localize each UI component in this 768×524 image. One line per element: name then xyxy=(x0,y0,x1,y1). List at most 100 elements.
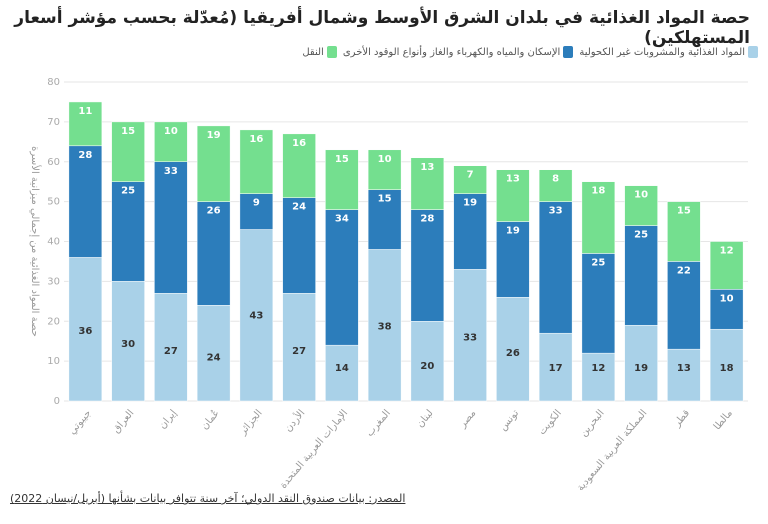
data-label: 17 xyxy=(549,363,563,374)
data-label: 9 xyxy=(253,198,260,209)
data-label: 16 xyxy=(292,138,306,149)
data-label: 13 xyxy=(506,174,520,185)
data-label: 28 xyxy=(78,150,92,161)
bar-segment xyxy=(496,297,530,402)
y-tick-label: 0 xyxy=(54,396,60,407)
bar-segment xyxy=(154,161,188,294)
bar-segment xyxy=(581,352,616,402)
x-tick-label: الجزائر xyxy=(237,408,265,438)
data-label: 10 xyxy=(378,154,392,165)
bar-segment xyxy=(325,344,359,402)
stacked-bar-chart: 0 10 20 30 40 50 60 70 80 حصة المواد الغذائية من … xyxy=(29,77,748,490)
bar-segment xyxy=(667,348,701,402)
x-tick-label: الكويت xyxy=(537,408,564,437)
data-label: 7 xyxy=(467,170,474,181)
legend-item-food[interactable]: المواد الغذائية والمشروبات غير الكحولية xyxy=(579,46,758,58)
bar-segment xyxy=(325,149,359,210)
bar-segment xyxy=(538,332,573,402)
bar-segment xyxy=(282,133,316,198)
bar-segment xyxy=(410,321,445,402)
data-label: 15 xyxy=(335,154,349,165)
bar-segment xyxy=(667,261,701,350)
bar-segment xyxy=(196,201,231,306)
bar-segment xyxy=(68,257,103,402)
y-tick-label: 40 xyxy=(47,237,60,248)
data-label: 33 xyxy=(549,206,563,217)
source-note: المصدر: بيانات صندوق النقد الدولي؛ آخر س… xyxy=(10,492,406,505)
legend-item-transport[interactable]: النقل xyxy=(302,46,337,58)
data-label: 22 xyxy=(677,265,691,276)
data-label: 11 xyxy=(78,106,92,117)
bar-segment xyxy=(453,193,487,270)
bar-segment xyxy=(154,293,188,402)
bar-segment xyxy=(624,185,658,226)
legend-swatch-food xyxy=(748,46,758,58)
data-label: 25 xyxy=(121,186,135,197)
data-label: 24 xyxy=(292,202,306,213)
data-label: 27 xyxy=(292,346,306,357)
data-label: 13 xyxy=(677,363,691,374)
y-axis-label: حصة المواد الغذائية من إجمالي ميزانية ال… xyxy=(29,146,42,337)
data-label: 36 xyxy=(78,326,92,337)
data-label: 25 xyxy=(634,230,648,241)
y-tick-label: 70 xyxy=(47,117,60,128)
legend-swatch-transport xyxy=(326,46,337,58)
bar-segment xyxy=(111,281,145,402)
bar-segment xyxy=(196,125,231,202)
data-label: 12 xyxy=(591,363,605,374)
legend-item-housing[interactable]: الإسكان والمياه والكهرباء والغاز وأنواع … xyxy=(342,46,574,58)
bar-segment xyxy=(538,169,573,202)
x-tick-label: الأردن xyxy=(281,407,307,435)
data-label: 33 xyxy=(463,333,477,344)
data-label: 33 xyxy=(164,166,178,177)
data-label: 19 xyxy=(463,198,477,209)
bar-segment xyxy=(496,169,530,222)
data-label: 12 xyxy=(720,246,734,257)
data-label: 25 xyxy=(591,257,605,268)
data-label: 24 xyxy=(207,352,221,363)
bar-segment xyxy=(709,328,744,402)
x-tick-label: جيبوتي xyxy=(67,408,94,437)
data-label: 26 xyxy=(207,206,221,217)
bar-segment xyxy=(624,225,658,326)
bar-segment xyxy=(453,165,487,194)
bar-segment xyxy=(367,149,402,190)
data-label: 8 xyxy=(552,174,559,185)
legend-label-transport: النقل xyxy=(302,46,324,58)
bar-segment xyxy=(111,181,145,282)
data-label: 15 xyxy=(677,206,691,217)
data-label: 28 xyxy=(420,214,434,225)
bar-segment xyxy=(453,269,487,402)
bar-segment xyxy=(154,121,188,162)
y-tick-label: 50 xyxy=(47,197,60,208)
data-label: 19 xyxy=(207,130,221,141)
data-label: 30 xyxy=(121,339,135,350)
bar-segment xyxy=(68,145,103,258)
bar-segment xyxy=(538,201,573,334)
bar-segment xyxy=(325,209,359,346)
y-tick-label: 80 xyxy=(47,77,60,88)
data-label: 16 xyxy=(249,134,263,145)
data-label: 26 xyxy=(506,348,520,359)
data-label: 20 xyxy=(420,361,434,372)
bar-segment xyxy=(367,189,402,250)
data-label: 43 xyxy=(249,311,263,322)
legend-label-housing: الإسكان والمياه والكهرباء والغاز وأنواع … xyxy=(342,46,561,58)
x-tick-label: المملكة العربية السعودية xyxy=(575,408,649,490)
data-label: 15 xyxy=(378,194,392,205)
x-tick-label: إيران xyxy=(157,408,179,431)
legend: المواد الغذائية والمشروبات غير الكحولية … xyxy=(302,46,758,58)
x-tick-label: تونس xyxy=(498,408,522,433)
bar-segment xyxy=(581,253,616,354)
x-tick-label: عُمان xyxy=(199,407,222,432)
data-label: 19 xyxy=(634,363,648,374)
data-label: 14 xyxy=(335,363,349,374)
bar-segment xyxy=(410,209,445,322)
bar-segment xyxy=(624,324,658,402)
y-tick-label: 60 xyxy=(47,157,60,168)
bar-segment xyxy=(239,193,274,230)
legend-label-food: المواد الغذائية والمشروبات غير الكحولية xyxy=(579,46,745,58)
data-label: 10 xyxy=(720,293,734,304)
data-label: 18 xyxy=(720,363,734,374)
bar-segment xyxy=(239,229,274,402)
